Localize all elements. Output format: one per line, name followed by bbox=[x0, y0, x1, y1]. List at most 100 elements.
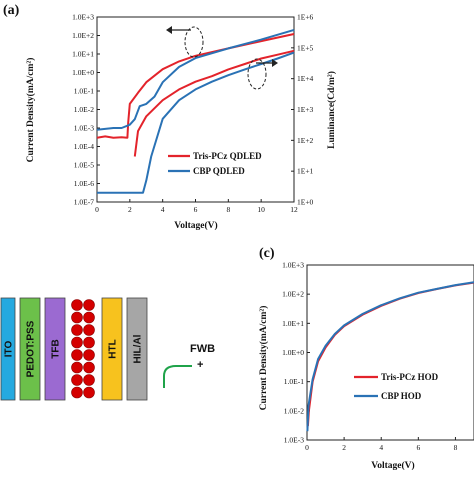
panel-c-chart: (c) 1.0E-3 1.0E-2 1.0E-1 1.0E+0 1.0E+1 1.0E+2… bbox=[258, 246, 474, 471]
left-axis-annotation-ellipse bbox=[184, 26, 204, 58]
panel-a-chart: (a) 1.0E-7 1.0E-6 1.0E-5 1.0E-4 1.0E-3 1.0E-2… bbox=[3, 3, 337, 231]
panel-c-x-tick-label: 6 bbox=[416, 443, 420, 452]
device-layer-label: PEDOT:PSS bbox=[26, 320, 37, 377]
panel-a-y-tick-label: 1.0E-7 bbox=[74, 198, 94, 207]
panel-a-label: (a) bbox=[3, 3, 20, 18]
panel-a-y-tick-label: 1.0E-2 bbox=[74, 105, 94, 114]
legend-label-cbp-hod: CBP HOD bbox=[381, 391, 422, 401]
quantum-dot bbox=[71, 361, 83, 374]
legend-label-tris-qdled: Tris-PCz QDLED bbox=[193, 151, 262, 161]
quantum-dot bbox=[83, 374, 95, 386]
panel-a-y-tick-label: 1.0E-4 bbox=[74, 142, 94, 151]
panel-a-xlabel: Voltage(V) bbox=[174, 220, 217, 231]
panel-a-x-tick-label: 4 bbox=[161, 205, 165, 214]
panel-a-series-line-3 bbox=[97, 51, 295, 194]
panel-a-x-tick-label: 0 bbox=[95, 205, 99, 214]
panel-c-series-line-1 bbox=[306, 281, 474, 432]
device-layer bbox=[101, 297, 123, 401]
panel-c-y-tick-label: 1.0E+0 bbox=[282, 348, 304, 357]
left-axis-arrowhead bbox=[166, 26, 172, 34]
panel-c-y-tick-label: 1.0E+3 bbox=[282, 261, 304, 270]
quantum-dot bbox=[71, 311, 83, 324]
quantum-dot bbox=[83, 349, 95, 361]
quantum-dot bbox=[83, 336, 95, 349]
quantum-dot bbox=[83, 386, 95, 399]
bias-wire bbox=[163, 365, 192, 388]
panel-a-y-tick-label: 1.0E-1 bbox=[74, 87, 94, 96]
panel-a-y-ticks: 1.0E-7 1.0E-6 1.0E-5 1.0E-4 1.0E-3 1.0E-2 1.0E… bbox=[72, 13, 100, 207]
panel-a-x-tick-label: 12 bbox=[290, 205, 298, 214]
panel-a-series-line-1 bbox=[96, 28, 295, 131]
panel-c-xlabel: Voltage(V) bbox=[371, 460, 414, 471]
panel-c-y-tick-label: 1.0E-1 bbox=[284, 377, 304, 386]
device-stack-diagram: ITO PEDOT:PSS TFB HTL HIL/Al FWB + bbox=[0, 297, 215, 401]
quantum-dot bbox=[71, 299, 83, 311]
quantum-dot bbox=[71, 386, 83, 399]
panel-a-right-y-tick-label: 1E+4 bbox=[297, 74, 314, 83]
panel-a-right-y-tick-label: 1E+6 bbox=[297, 13, 314, 22]
right-axis-annotation-ellipse bbox=[247, 58, 267, 90]
bias-sign: + bbox=[197, 359, 203, 371]
panel-a-right-y-ticks: 1E+0 1E+1 1E+2 1E+3 1E+4 1E+5 1E+6 bbox=[291, 13, 314, 207]
panel-c-x-tick-label: 0 bbox=[305, 443, 309, 452]
panel-c-y-tick-label: 1.0E+2 bbox=[282, 290, 304, 299]
quantum-dot bbox=[83, 361, 95, 374]
bias-label: FWB bbox=[190, 343, 215, 355]
panel-c-ylabel: Current Density(mA/cm²) bbox=[258, 306, 269, 411]
legend-label-tris-hod: Tris-PCz HOD bbox=[381, 372, 439, 382]
device-layer-label: TFB bbox=[51, 339, 62, 358]
panel-c-series-lines bbox=[306, 281, 474, 432]
panel-a-x-ticks: 0 2 4 6 8 10 12 bbox=[95, 199, 298, 214]
panel-a-legend: Tris-PCz QDLED CBP QDLED bbox=[168, 151, 262, 176]
panel-a-x-tick-label: 8 bbox=[226, 205, 230, 214]
panel-c-label: (c) bbox=[259, 246, 275, 261]
panel-a-y-tick-label: 1.0E+0 bbox=[72, 68, 94, 77]
panel-a-right-y-tick-label: 1E+3 bbox=[297, 105, 314, 114]
quantum-dot bbox=[71, 374, 83, 386]
panel-c-plot-frame bbox=[306, 264, 474, 441]
panel-c-y-ticks: 1.0E-3 1.0E-2 1.0E-1 1.0E+0 1.0E+1 1.0E+2 1.0E… bbox=[282, 261, 310, 445]
panel-a-y-tick-label: 1.0E+3 bbox=[72, 13, 94, 22]
panel-a-x-tick-label: 10 bbox=[257, 205, 265, 214]
panel-a-right-y-tick-label: 1E+5 bbox=[297, 43, 314, 52]
quantum-dot bbox=[83, 299, 95, 311]
panel-c-series-line-0 bbox=[306, 281, 474, 427]
panel-c-x-ticks: 0 2 4 6 8 bbox=[305, 437, 458, 452]
panel-c-x-tick-label: 2 bbox=[342, 443, 346, 452]
device-layer bbox=[19, 297, 41, 401]
panel-a-ylabel-right: Luminance(Cd/m²) bbox=[326, 71, 337, 149]
device-layer-label: HIL/Al bbox=[133, 334, 144, 363]
quantum-dot bbox=[71, 349, 83, 361]
panel-a-y-tick-label: 1.0E-6 bbox=[74, 179, 94, 188]
panel-a-series-line-0 bbox=[96, 33, 295, 139]
panel-a-right-y-tick-label: 1E+2 bbox=[297, 136, 314, 145]
quantum-dot bbox=[71, 324, 83, 336]
quantum-dot bbox=[71, 336, 83, 349]
panel-a-right-y-tick-label: 1E+1 bbox=[297, 167, 314, 176]
panel-a-y-tick-label: 1.0E+1 bbox=[72, 50, 94, 59]
device-layers: ITO PEDOT:PSS TFB HTL HIL/Al bbox=[0, 297, 148, 401]
legend-label-cbp-qdled: CBP QDLED bbox=[193, 166, 245, 176]
panel-a-ylabel: Current Density(mA/cm²) bbox=[25, 58, 36, 163]
device-layer bbox=[0, 297, 16, 401]
panel-a-x-tick-label: 6 bbox=[194, 205, 198, 214]
panel-a-y-tick-label: 1.0E-3 bbox=[74, 124, 94, 133]
panel-a-x-tick-label: 2 bbox=[128, 205, 132, 214]
panel-a-y-tick-label: 1.0E+2 bbox=[72, 31, 94, 40]
panel-a-right-y-tick-label: 1E+0 bbox=[297, 198, 314, 207]
device-layer bbox=[126, 297, 148, 401]
panel-c-x-tick-label: 8 bbox=[454, 443, 458, 452]
panel-c-x-tick-label: 4 bbox=[379, 443, 383, 452]
device-layer bbox=[44, 297, 66, 401]
right-axis-arrowhead bbox=[272, 59, 278, 67]
panel-a-series-line-2 bbox=[133, 49, 295, 157]
panel-a-y-tick-label: 1.0E-5 bbox=[74, 161, 94, 170]
panel-c-legend: Tris-PCz HOD CBP HOD bbox=[354, 372, 439, 401]
panel-c-y-tick-label: 1.0E-2 bbox=[284, 406, 304, 415]
panel-c-y-tick-label: 1.0E-3 bbox=[284, 436, 304, 445]
panel-a-series-lines bbox=[96, 28, 295, 194]
device-layer-label: ITO bbox=[4, 341, 15, 358]
quantum-dot bbox=[83, 311, 95, 324]
